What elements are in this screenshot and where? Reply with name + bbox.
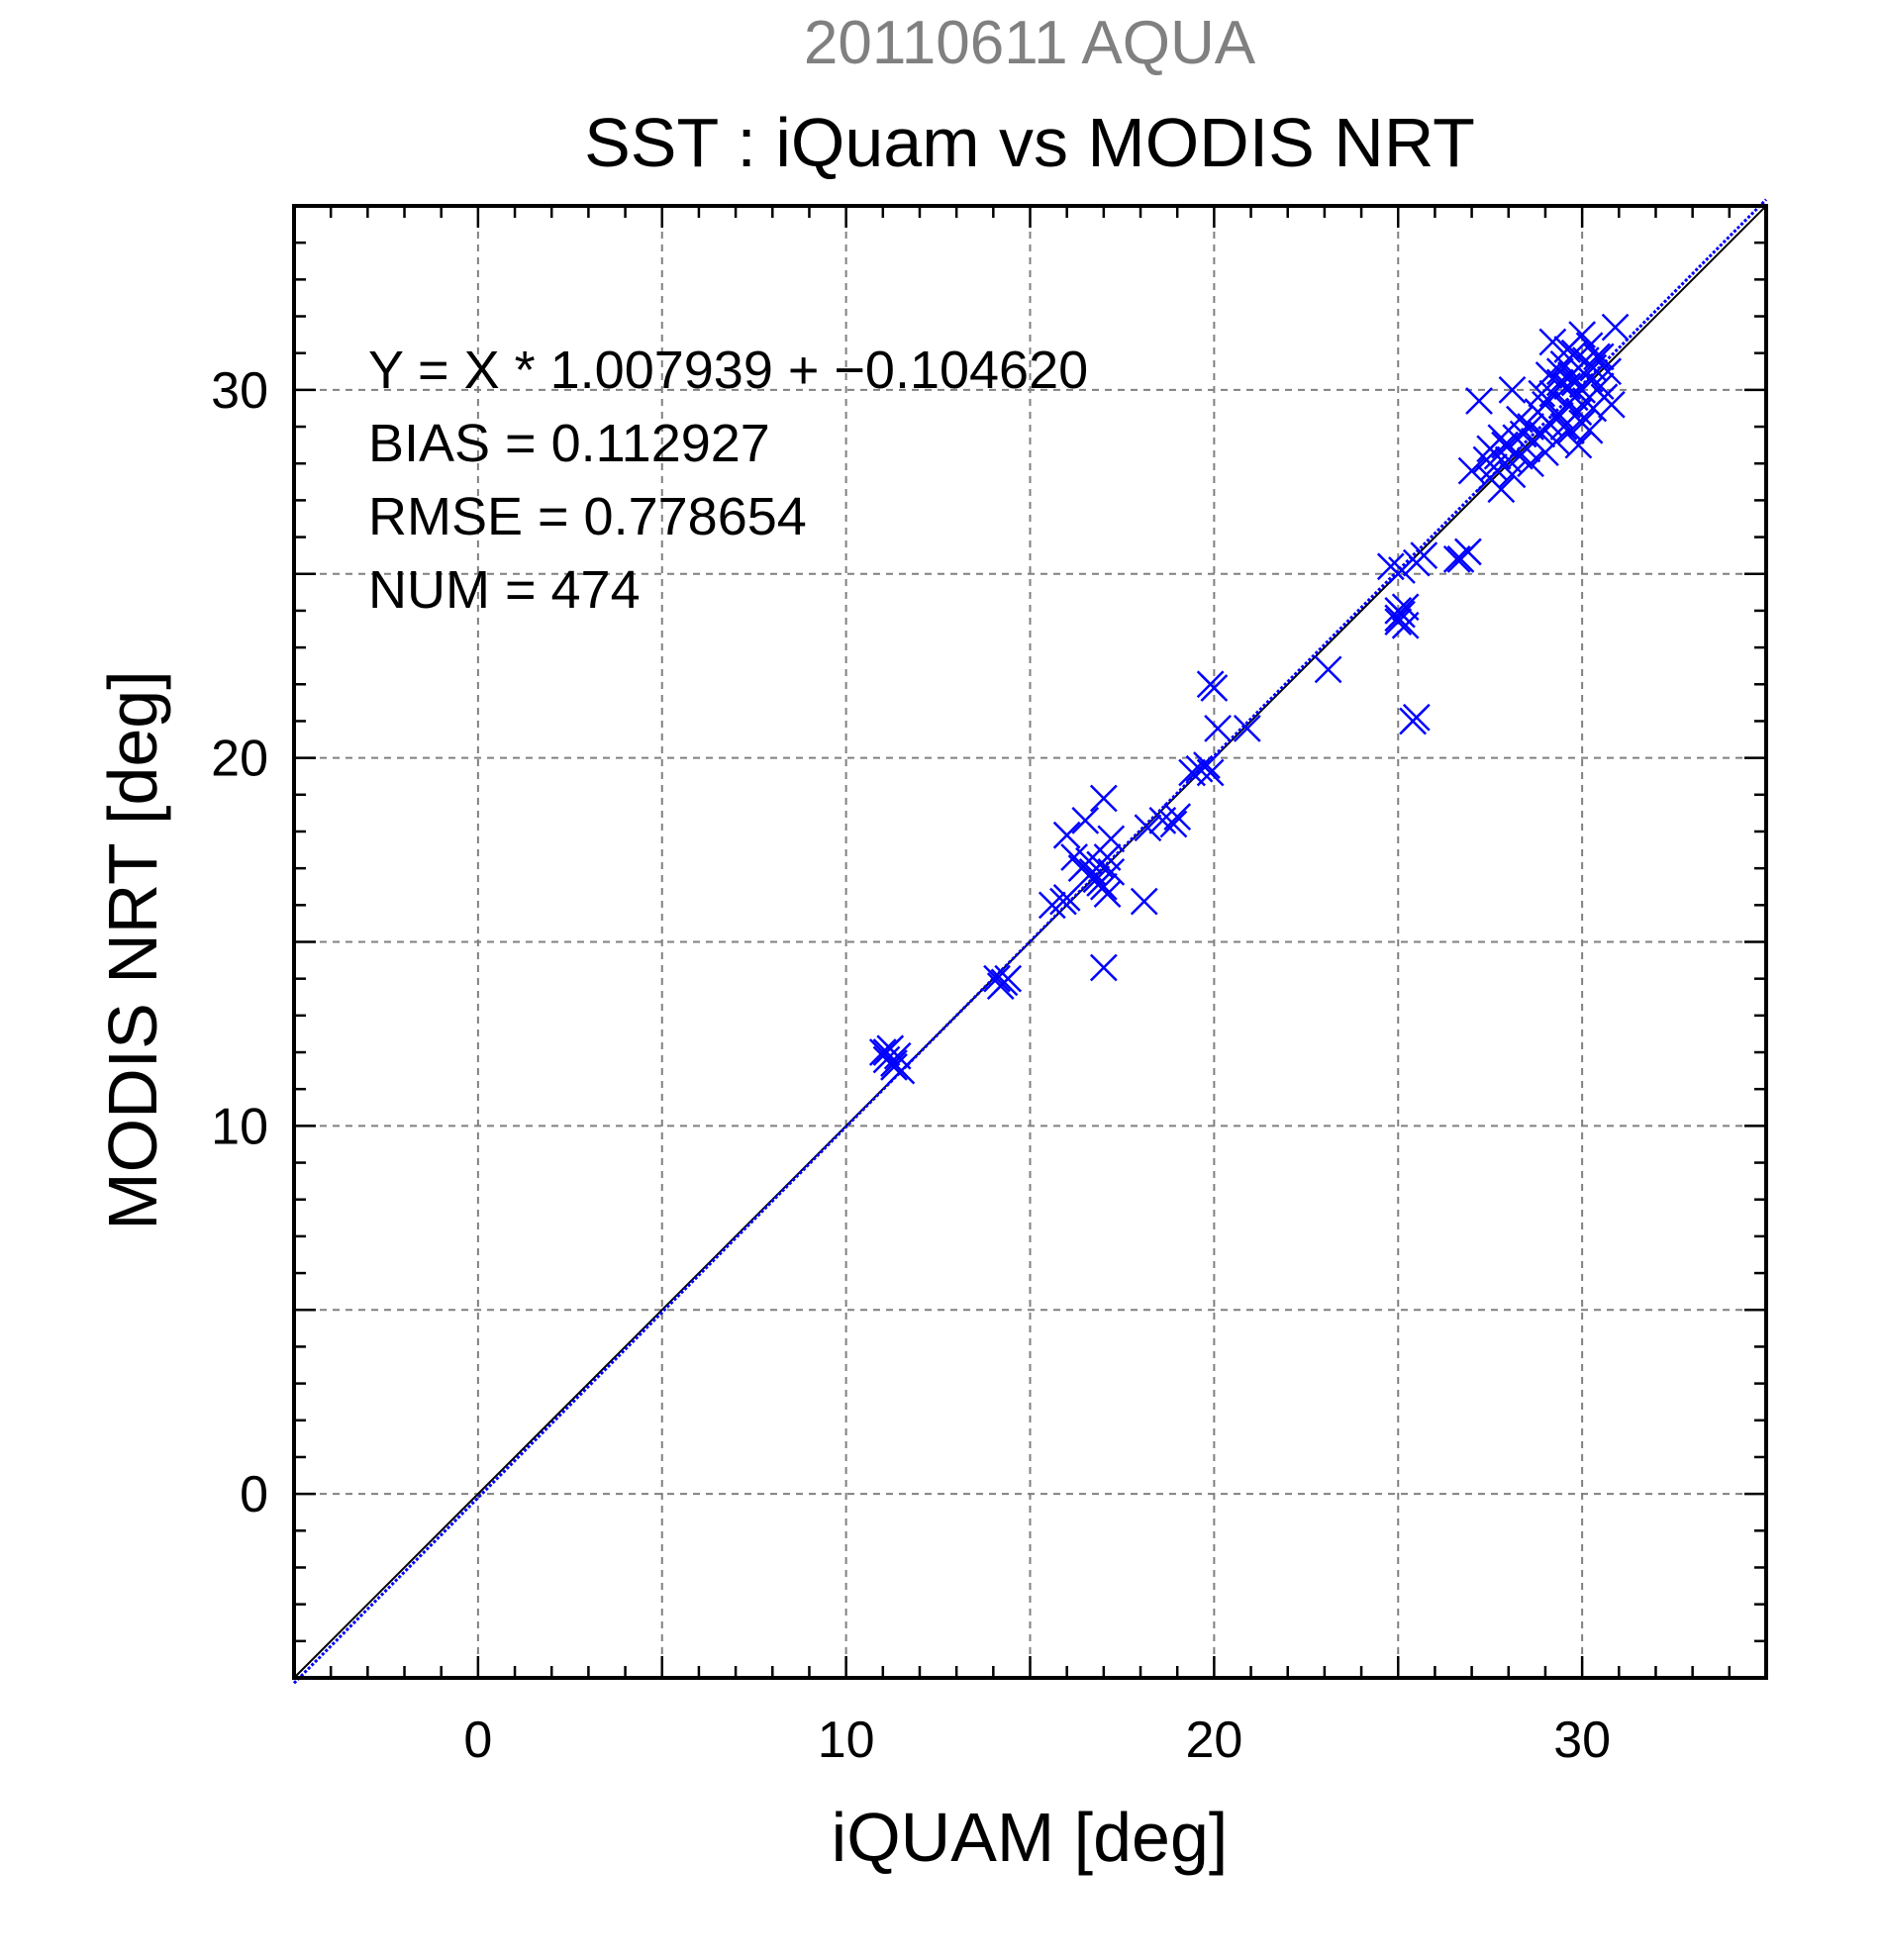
data-point (1052, 821, 1081, 849)
data-point (1601, 313, 1630, 342)
data-point (1402, 703, 1431, 732)
data-point (1453, 538, 1482, 566)
data-point (1233, 715, 1261, 742)
stat-line: BIAS = 0.112927 (368, 414, 770, 473)
data-point (1583, 343, 1611, 371)
y-axis-label: MODIS NRT [deg] (94, 670, 171, 1229)
plot-frame (292, 204, 1768, 1680)
data-point (1410, 541, 1438, 570)
data-point (1163, 803, 1192, 831)
data-point (1538, 328, 1567, 356)
data-point (1093, 843, 1122, 871)
data-point (1597, 390, 1626, 419)
data-point (1388, 556, 1416, 584)
data-point (1159, 810, 1188, 838)
fit-line (292, 198, 1768, 1685)
data-point (1528, 379, 1556, 408)
data-point (1038, 891, 1066, 920)
x-tick-label: 20 (1185, 1712, 1242, 1769)
data-point (1564, 431, 1593, 459)
data-point (1089, 784, 1118, 813)
data-point (1560, 368, 1589, 397)
data-point (1465, 387, 1493, 415)
data-point (1185, 754, 1214, 783)
data-point (1480, 453, 1508, 481)
y-tick-label: 0 (240, 1466, 268, 1523)
chart-suptitle: 20110611 AQUA (804, 9, 1256, 77)
data-point (1052, 884, 1081, 912)
data-point (1579, 353, 1608, 382)
chart-title: SST : iQuam vs MODIS NRT (584, 104, 1475, 181)
data-point (1075, 846, 1103, 875)
data-point (1457, 456, 1486, 485)
data-point (1487, 475, 1516, 504)
stat-line: RMSE = 0.778654 (368, 487, 807, 546)
stats-box: Y = X * 1.007939 + −0.104620 BIAS = 0.112… (368, 341, 1088, 620)
data-point (1193, 751, 1221, 779)
stat-line: NUM = 474 (368, 560, 641, 620)
data-point (1498, 460, 1527, 489)
data-point (1586, 372, 1615, 401)
data-point (1542, 428, 1570, 455)
data-point (1071, 806, 1100, 834)
x-axis-label: iQUAM [deg] (832, 1799, 1229, 1876)
data-point (1086, 869, 1115, 897)
data-point (983, 964, 1011, 993)
x-tick-label: 10 (818, 1712, 875, 1769)
data-point (1089, 953, 1118, 982)
data-point (1545, 357, 1574, 386)
data-point (1130, 887, 1158, 916)
x-tick-label: 0 (463, 1712, 492, 1769)
y-tick-label: 20 (211, 731, 268, 788)
data-point (1097, 825, 1126, 853)
x-tick-label: 30 (1553, 1712, 1611, 1769)
data-point (1553, 336, 1582, 363)
data-point (1487, 424, 1516, 452)
data-points (868, 313, 1630, 1085)
data-point (1314, 655, 1342, 684)
data-point (1534, 361, 1563, 389)
tick-labels: 0 10 20 30 0 10 20 30 (211, 362, 1611, 1769)
data-point (880, 1053, 908, 1081)
data-point (1200, 674, 1229, 702)
data-point (1204, 715, 1232, 742)
data-point (1134, 814, 1162, 842)
data-point (880, 1049, 908, 1078)
data-point (1498, 375, 1527, 404)
data-point (1376, 552, 1405, 581)
data-point (1575, 416, 1604, 444)
data-point (1517, 449, 1544, 478)
data-point (986, 972, 1015, 1000)
reference-lines (292, 198, 1768, 1685)
data-point (1384, 604, 1413, 633)
y-tick-label: 30 (211, 362, 268, 420)
grid-lines (294, 206, 1766, 1678)
y-tick-label: 10 (211, 1098, 268, 1155)
data-point (1196, 758, 1225, 787)
data-point (1384, 608, 1413, 636)
stat-line: Y = X * 1.007939 + −0.104620 (368, 341, 1088, 400)
